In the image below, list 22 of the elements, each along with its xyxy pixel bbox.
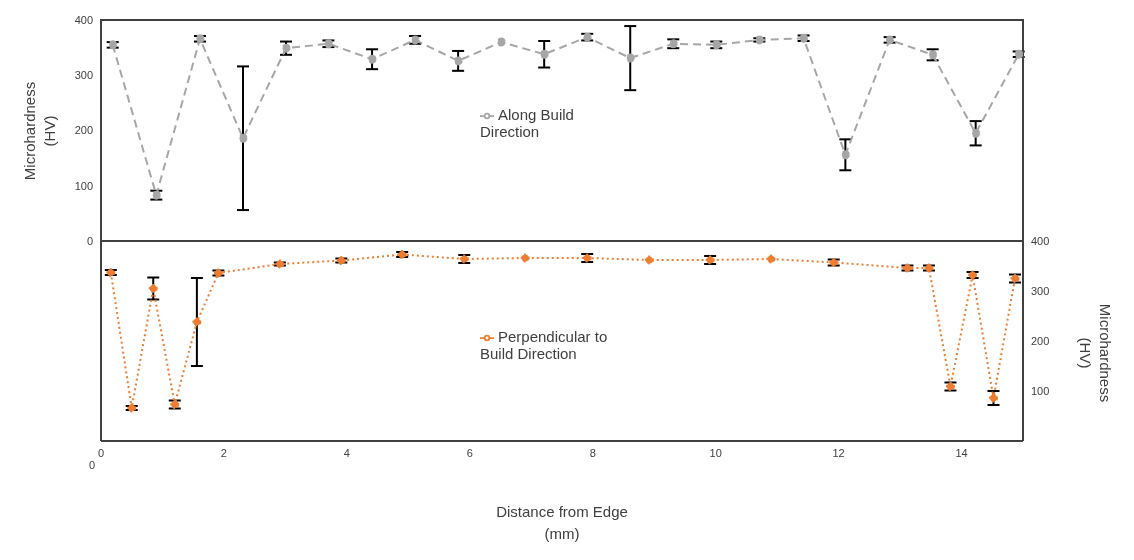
y-tick-label: 0 bbox=[86, 234, 93, 247]
y2-tick-label: 300 bbox=[1031, 284, 1050, 297]
y-tick-label: 200 bbox=[74, 124, 93, 137]
x-tick-label: 14 bbox=[955, 446, 968, 459]
y-tick-label: 400 bbox=[74, 13, 93, 26]
y2-tick-label: 400 bbox=[1031, 234, 1050, 247]
legend-label: Perpendicular to Build Direction bbox=[480, 328, 608, 363]
y2-tick-label: 100 bbox=[1031, 384, 1050, 397]
x-tick-label: 12 bbox=[832, 446, 845, 459]
y2-tick-label: 200 bbox=[1031, 334, 1050, 347]
y-tick-label: 300 bbox=[74, 69, 93, 82]
y-axis-title: Microhardness (HV) bbox=[20, 80, 59, 182]
x-tick-label: 10 bbox=[709, 446, 722, 459]
legend-label: Along Build Direction bbox=[480, 105, 574, 140]
y2-axis-title: Microhardness (HV) bbox=[1076, 302, 1115, 405]
x-tick-label: 8 bbox=[589, 446, 596, 459]
x-tick-label: 6 bbox=[466, 446, 473, 459]
x-tick-label: 0 bbox=[97, 446, 105, 459]
x-tick-label: 4 bbox=[343, 446, 350, 459]
x-axis-title: Distance from Edge (mm) bbox=[495, 502, 629, 544]
y-tick-label: 100 bbox=[74, 179, 93, 192]
x-tick-label: 2 bbox=[220, 446, 227, 459]
